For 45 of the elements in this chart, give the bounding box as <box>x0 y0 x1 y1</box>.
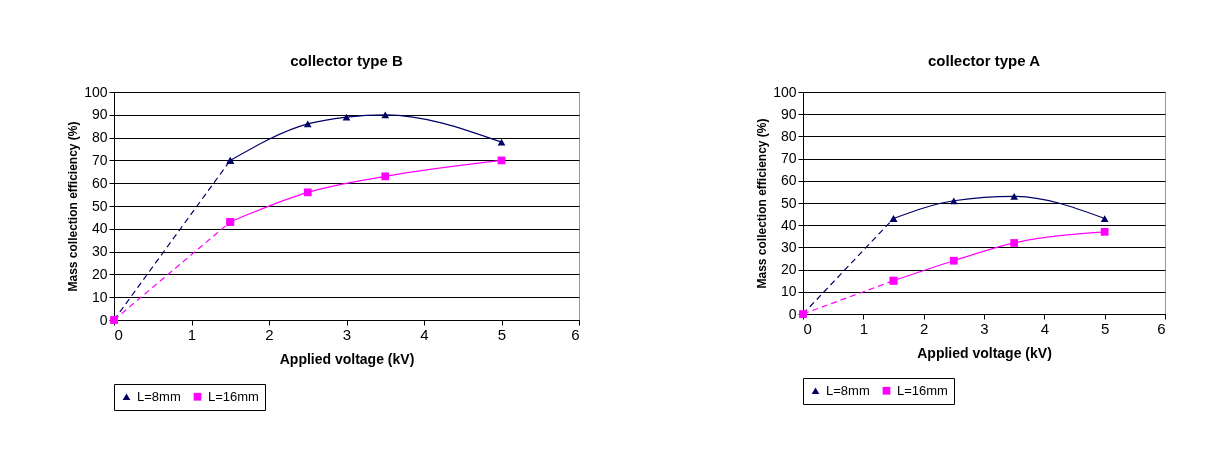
x-tick-label: 4 <box>420 325 429 343</box>
y-tick-label: 80 <box>780 127 797 144</box>
x-tick-label: 6 <box>1157 319 1166 337</box>
x-tick-label: 2 <box>919 319 929 337</box>
y-tick-label: 60 <box>780 172 797 189</box>
y-tick-label: 70 <box>780 150 797 167</box>
x-tick-label: 1 <box>187 325 197 343</box>
x-tick-label: 3 <box>980 319 989 337</box>
y-axis-title: Mass collection efficiency (%) <box>755 118 770 289</box>
y-tick-label: 70 <box>91 151 108 168</box>
y-tick-label: 0 <box>788 305 797 322</box>
x-tick-label: 0 <box>114 325 123 343</box>
legend-label: L=16mm <box>208 388 259 404</box>
y-tick-label: 20 <box>91 265 108 282</box>
y-tick-label: 50 <box>780 194 797 211</box>
y-tick-label: 100 <box>84 83 108 100</box>
x-tick-label: 5 <box>1100 319 1110 337</box>
y-tick-label: 10 <box>91 288 108 305</box>
x-tick-label: 6 <box>571 325 580 343</box>
x-tick-label: 1 <box>859 319 869 337</box>
y-tick-label: 50 <box>91 197 108 214</box>
x-axis-title: Applied voltage (kV) <box>917 344 1052 361</box>
x-tick-label: 2 <box>265 325 274 343</box>
y-tick-label: 40 <box>780 216 797 233</box>
legend-label: L=8mm <box>826 382 870 398</box>
y-tick-label: 90 <box>780 105 797 122</box>
y-tick-label: 80 <box>91 129 108 146</box>
y-tick-label: 40 <box>91 220 108 237</box>
x-tick-label: 3 <box>342 325 352 343</box>
y-tick-label: 30 <box>780 238 797 255</box>
x-tick-label: 4 <box>1040 319 1050 337</box>
y-tick-label: 100 <box>773 83 797 100</box>
y-tick-label: 60 <box>91 174 108 191</box>
y-axis-title: Mass collection efficiency (%) <box>66 121 81 292</box>
y-tick-label: 10 <box>780 283 797 300</box>
legend-label: L=16mm <box>897 382 948 398</box>
y-tick-label: 20 <box>780 261 797 278</box>
x-tick-label: 5 <box>497 325 507 343</box>
y-tick-label: 30 <box>91 243 108 260</box>
x-tick-label: 0 <box>803 319 812 337</box>
chart-title: collector type A <box>928 52 1041 69</box>
y-tick-label: 90 <box>91 106 108 123</box>
legend-label: L=8mm <box>137 388 181 404</box>
x-axis-title: Applied voltage (kV) <box>279 350 415 367</box>
chart-title: collector type B <box>290 52 403 69</box>
